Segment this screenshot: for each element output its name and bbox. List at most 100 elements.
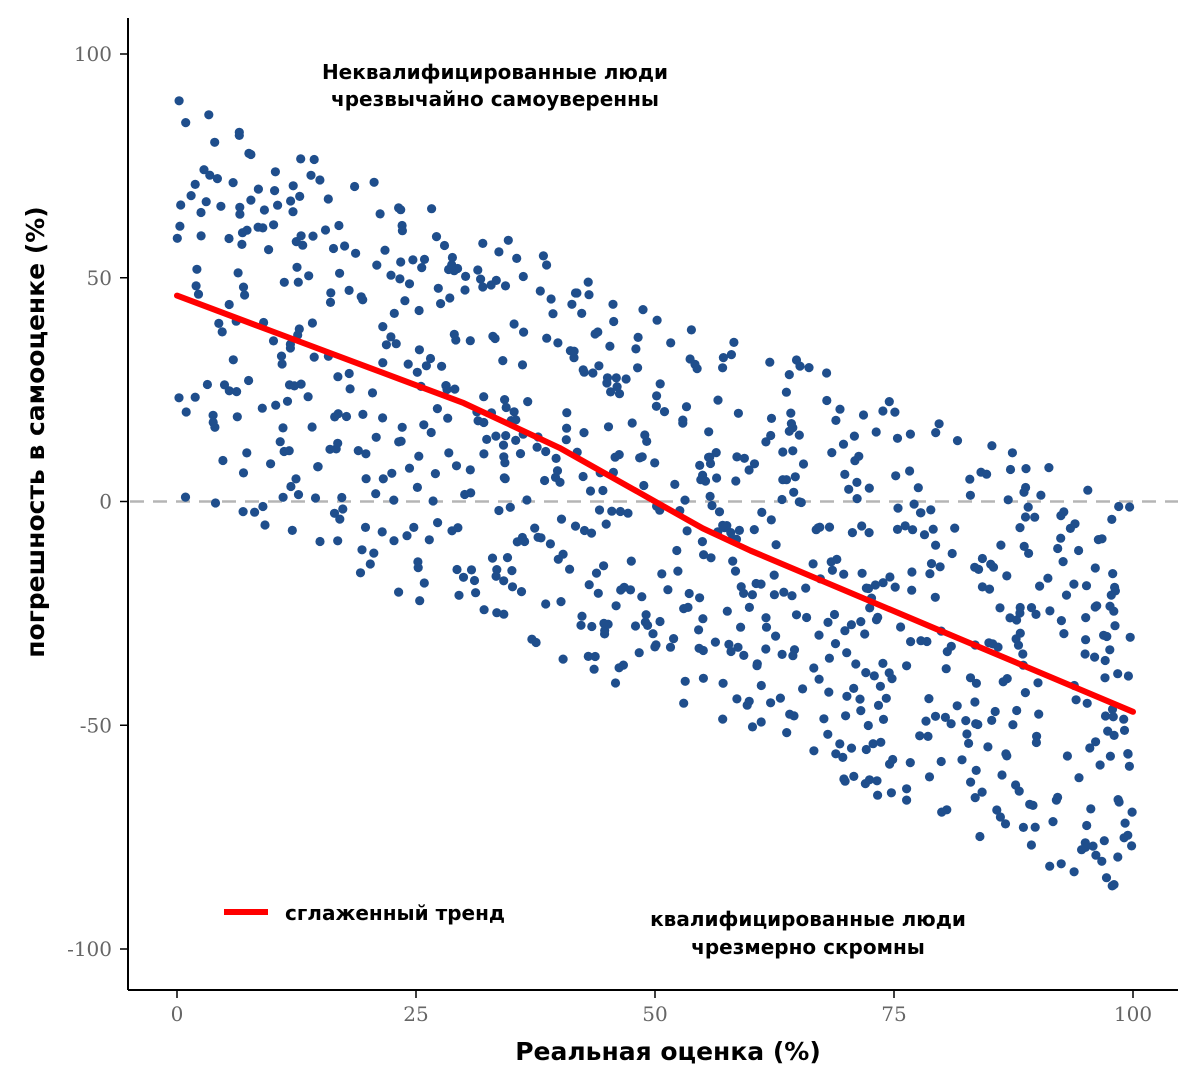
data-point	[360, 522, 371, 533]
data-point	[650, 642, 660, 652]
data-point	[479, 605, 489, 615]
data-point	[890, 407, 900, 417]
data-point	[925, 569, 935, 579]
data-point	[941, 664, 951, 674]
data-point	[278, 492, 288, 502]
data-point	[761, 644, 771, 654]
data-point	[781, 387, 792, 397]
data-point	[977, 787, 987, 797]
data-point	[611, 373, 621, 383]
data-point	[492, 608, 502, 618]
data-point	[835, 739, 845, 749]
data-point	[815, 522, 825, 532]
data-point	[648, 629, 658, 639]
data-point	[726, 350, 737, 360]
data-point	[698, 614, 708, 624]
data-point	[878, 658, 888, 669]
data-point	[694, 625, 704, 635]
annotation-top-line-2: чрезвычайно самоуверенны	[331, 87, 659, 111]
data-point	[553, 338, 563, 348]
data-point	[433, 283, 443, 293]
data-point	[430, 469, 440, 479]
data-point	[601, 519, 611, 529]
data-point	[479, 392, 489, 402]
data-point	[478, 238, 488, 248]
data-point	[794, 430, 804, 440]
data-point	[578, 365, 588, 375]
data-point	[282, 396, 293, 406]
data-point	[175, 221, 185, 231]
data-point	[970, 697, 980, 707]
data-point	[404, 279, 415, 289]
data-point	[869, 671, 879, 681]
data-point	[288, 207, 298, 217]
data-point	[445, 293, 455, 303]
data-point	[681, 402, 692, 412]
data-point	[809, 746, 819, 756]
data-point	[532, 442, 542, 452]
data-point	[432, 404, 442, 414]
data-point	[309, 352, 319, 362]
data-point	[850, 456, 860, 466]
data-point	[1103, 726, 1113, 736]
data-point	[786, 419, 797, 429]
data-point	[372, 260, 382, 270]
data-point	[590, 329, 600, 339]
data-point	[739, 453, 750, 463]
data-point	[892, 433, 903, 443]
data-point	[847, 528, 858, 538]
data-point	[1045, 861, 1055, 871]
data-point	[790, 472, 800, 482]
data-point	[962, 729, 972, 739]
data-point	[307, 318, 317, 328]
data-point	[323, 194, 333, 204]
data-point	[501, 431, 511, 441]
data-point	[841, 711, 851, 721]
data-point	[315, 175, 325, 185]
data-point	[304, 271, 314, 281]
data-point	[603, 422, 614, 432]
data-point	[465, 465, 475, 475]
data-point	[902, 784, 912, 794]
data-point	[511, 435, 521, 445]
data-point	[190, 179, 200, 189]
data-point	[555, 477, 565, 487]
data-point	[1080, 649, 1090, 659]
data-point	[1090, 563, 1100, 573]
x-axis-title: Реальная оценка (%)	[515, 1037, 821, 1066]
data-point	[271, 400, 281, 410]
data-point	[822, 368, 832, 378]
data-point	[769, 590, 780, 600]
data-point	[315, 536, 325, 547]
data-point	[579, 428, 589, 438]
data-point	[631, 344, 641, 354]
data-point	[786, 408, 796, 418]
data-point	[466, 565, 477, 575]
data-point	[238, 468, 249, 478]
data-point	[775, 693, 786, 703]
data-point	[460, 489, 470, 500]
data-point	[732, 694, 742, 704]
data-point	[892, 524, 903, 535]
data-point	[798, 684, 808, 694]
data-point	[570, 521, 581, 531]
data-point	[358, 409, 368, 419]
data-point	[887, 674, 897, 684]
data-point	[1106, 590, 1116, 600]
data-point	[217, 327, 227, 337]
data-point	[404, 463, 415, 473]
data-point	[341, 411, 352, 422]
data-point	[857, 521, 867, 531]
data-point	[593, 588, 603, 598]
data-point	[682, 526, 692, 536]
data-point	[785, 709, 795, 719]
data-point	[798, 459, 809, 469]
data-point	[995, 603, 1005, 613]
data-point	[888, 754, 898, 765]
data-point	[518, 271, 528, 282]
data-point	[365, 559, 375, 569]
data-point	[997, 770, 1007, 780]
data-point	[330, 412, 340, 422]
data-point	[451, 461, 462, 471]
data-point	[838, 752, 848, 763]
